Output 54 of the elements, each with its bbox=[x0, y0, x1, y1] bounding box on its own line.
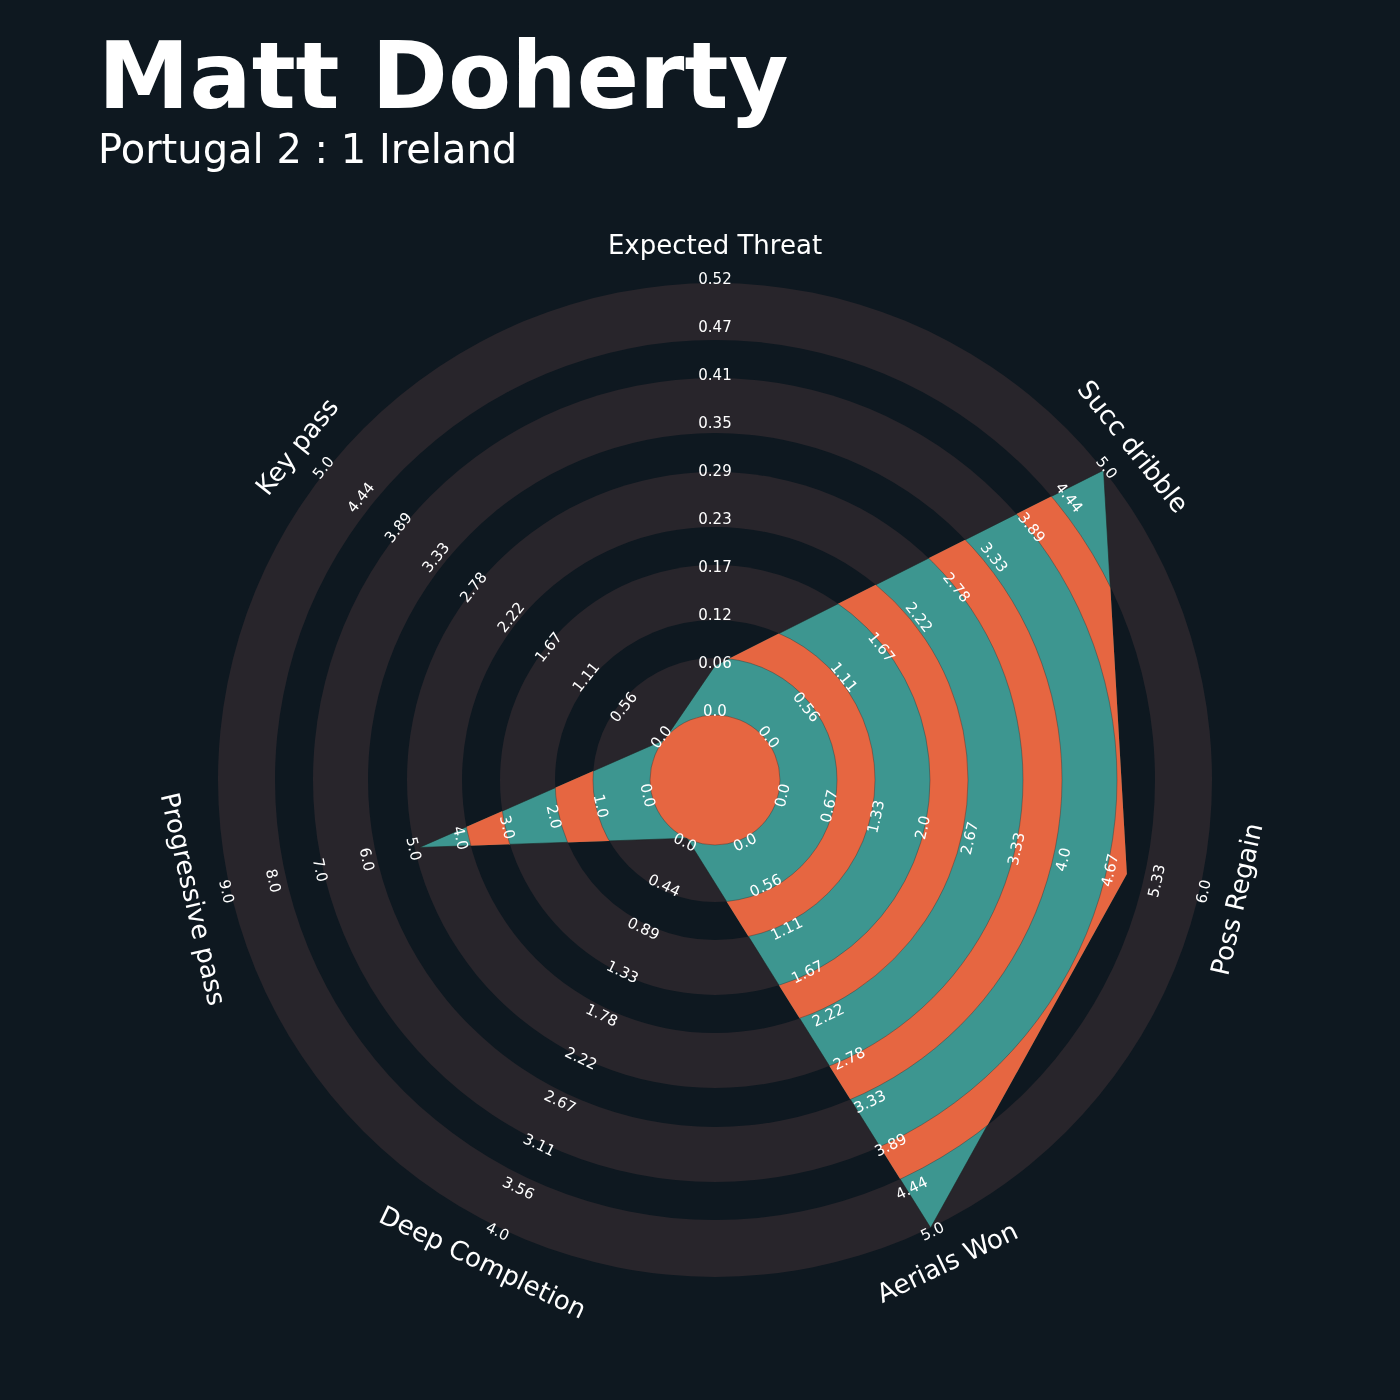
text: 5.0 bbox=[402, 835, 426, 863]
text: 2.67 bbox=[956, 819, 982, 857]
text: 0.44 bbox=[645, 870, 684, 901]
text: 0.35 bbox=[698, 414, 732, 432]
text: 2.22 bbox=[561, 1043, 600, 1074]
text: 2.78 bbox=[830, 1043, 869, 1074]
text: 2.0 bbox=[911, 813, 935, 842]
text: 3.89 bbox=[871, 1129, 910, 1161]
text: 3.56 bbox=[499, 1172, 538, 1204]
text: 1.11 bbox=[767, 913, 806, 945]
text: 0.47 bbox=[698, 318, 732, 336]
text: 4.67 bbox=[1097, 851, 1123, 889]
text: 6.0 bbox=[355, 845, 379, 874]
text: 3.33 bbox=[1003, 830, 1029, 868]
spoke-label: Expected Threat bbox=[607, 230, 823, 260]
text: 1.33 bbox=[863, 798, 889, 835]
text: 0.0 bbox=[670, 828, 700, 856]
text: 5.33 bbox=[1144, 862, 1170, 900]
text: 6.0 bbox=[1192, 877, 1215, 906]
text: 4.44 bbox=[892, 1172, 931, 1204]
text: 4.0 bbox=[449, 824, 472, 852]
text: 3.11 bbox=[520, 1129, 559, 1161]
text: 0.0 bbox=[646, 722, 676, 752]
text: 1.0 bbox=[589, 792, 613, 820]
text: 9.0 bbox=[215, 877, 238, 906]
text: 0.0 bbox=[703, 702, 727, 720]
text: 2.22 bbox=[809, 999, 848, 1031]
text: 0.52 bbox=[698, 270, 732, 288]
text: 0.23 bbox=[698, 510, 732, 528]
text: 0.0 bbox=[770, 781, 794, 809]
text: 8.0 bbox=[261, 867, 285, 895]
text: 2.67 bbox=[541, 1086, 580, 1117]
text: 0.17 bbox=[698, 558, 732, 576]
text: 0.67 bbox=[816, 787, 842, 825]
text: 0.06 bbox=[698, 654, 732, 672]
text: 7.0 bbox=[308, 856, 332, 884]
text: 2.0 bbox=[542, 803, 566, 831]
text: 1.67 bbox=[788, 956, 827, 988]
text: 0.56 bbox=[746, 870, 785, 901]
text: 0.0 bbox=[754, 722, 784, 752]
text: 0.0 bbox=[730, 828, 760, 856]
text: 3.0 bbox=[495, 813, 519, 842]
text: 0.12 bbox=[698, 606, 732, 624]
text: 4.0 bbox=[1051, 845, 1075, 874]
text: 4.0 bbox=[482, 1218, 513, 1245]
text: 0.29 bbox=[698, 462, 732, 480]
text: 0.89 bbox=[624, 913, 663, 945]
text: 5.0 bbox=[917, 1218, 948, 1245]
text: 0.0 bbox=[636, 781, 660, 809]
text: 1.78 bbox=[582, 999, 621, 1031]
text: 3.33 bbox=[850, 1086, 889, 1117]
text: 1.33 bbox=[603, 956, 642, 988]
text: 0.41 bbox=[698, 366, 732, 384]
text: 5.0 bbox=[1092, 452, 1122, 483]
